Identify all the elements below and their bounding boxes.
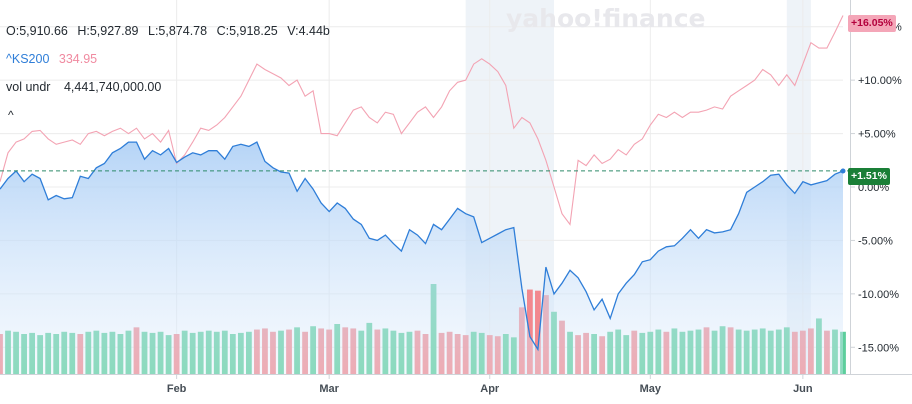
volume-bar — [526, 289, 533, 374]
y-tick-label: +10.00% — [858, 75, 902, 87]
symbol-legend: ^KS200 334.95 — [6, 52, 97, 66]
primary-symbol[interactable]: ^KS200 — [6, 52, 50, 66]
volume-bar — [535, 290, 541, 374]
collapse-chevron-icon[interactable]: ^ — [8, 108, 14, 122]
primary-end-dot — [840, 168, 846, 174]
y-tick-label: -5.00% — [858, 235, 893, 247]
primary-change-badge: +1.51% — [848, 168, 890, 185]
x-tick-label: Feb — [167, 383, 187, 395]
y-axis-ticks: +15.00%+10.00%+5.00%0.00%-5.00%-10.00%-1… — [850, 22, 902, 354]
primary-area-fill — [0, 142, 843, 374]
x-tick-label: May — [640, 383, 662, 395]
compare-symbol[interactable]: 334.95 — [58, 52, 98, 66]
x-tick-label: Mar — [319, 383, 339, 395]
open-value: O:5,910.66 — [6, 24, 68, 38]
y-tick-label: -15.00% — [858, 342, 899, 354]
yahoo-finance-logo: yahoo!finance — [506, 4, 706, 33]
compare-series-line[interactable] — [0, 15, 844, 226]
volume-value: V:4.44b — [287, 24, 330, 38]
compare-change-badge: +16.05% — [848, 15, 896, 32]
high-value: H:5,927.89 — [77, 24, 139, 38]
y-tick-label: -10.00% — [858, 289, 899, 301]
ohlc-readout: O:5,910.66 H:5,927.89 L:5,874.78 C:5,918… — [6, 24, 336, 38]
x-tick-label: Apr — [480, 383, 500, 395]
y-tick-label: +5.00% — [858, 129, 896, 141]
x-axis-ticks: Feb Mar Apr May Jun — [167, 374, 813, 395]
close-value: C:5,918.25 — [216, 24, 278, 38]
low-value: L:5,874.78 — [148, 24, 208, 38]
volume-label: vol undr — [6, 80, 51, 94]
volume-legend: vol undr 4,441,740,000.00 — [6, 80, 161, 94]
volume-total: 4,441,740,000.00 — [63, 80, 162, 94]
primary-series-line[interactable] — [0, 141, 844, 352]
x-tick-label: Jun — [793, 383, 813, 395]
y-tick-label: 0.00% — [858, 182, 889, 194]
